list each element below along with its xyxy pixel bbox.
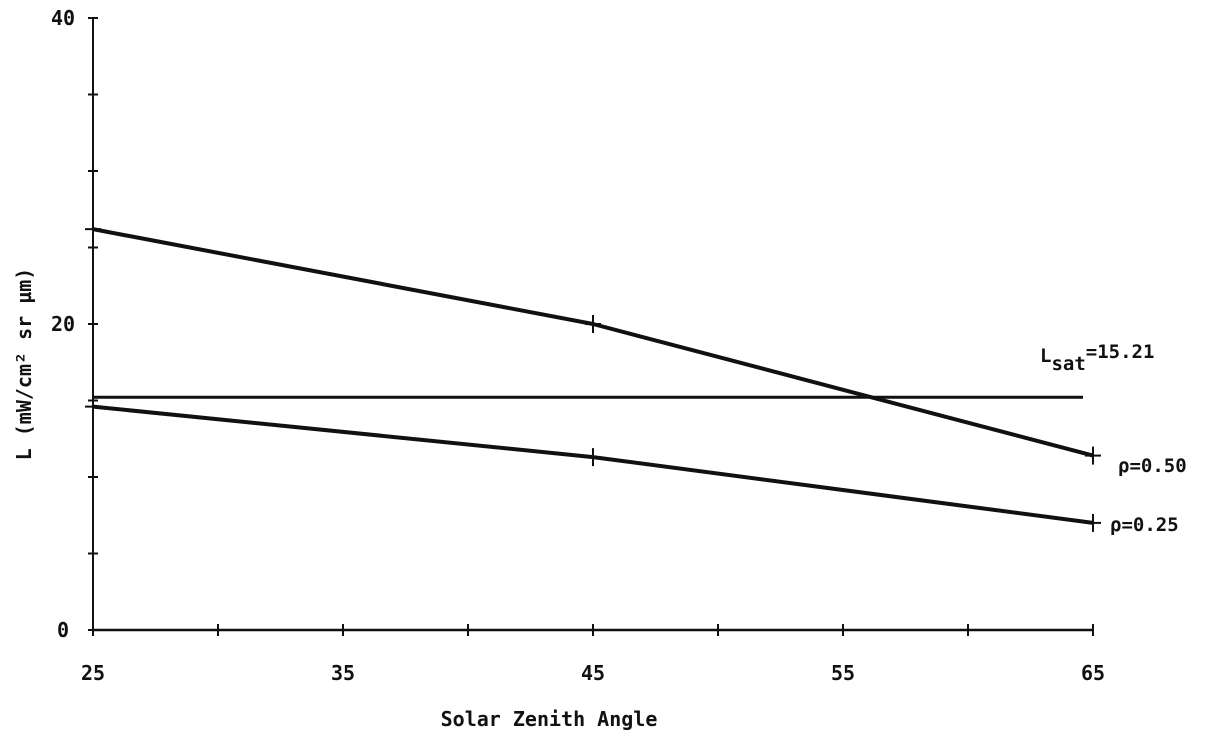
series-label-1: ρ=0.50 xyxy=(1118,455,1187,477)
series-lines xyxy=(85,220,1101,532)
y-axis-title: L (mW/cm² sr µm) xyxy=(12,268,36,461)
lsat-label: Lsat=15.21 xyxy=(1040,341,1154,375)
series-2-marker xyxy=(585,448,601,467)
x-tick-label-35: 35 xyxy=(331,661,355,685)
y-tick-label-20: 20 xyxy=(51,312,75,336)
x-tick-label-65: 65 xyxy=(1081,661,1105,685)
y-tick-label-0: 0 xyxy=(57,618,69,642)
x-tick-label-45: 45 xyxy=(581,661,605,685)
series-1-marker xyxy=(85,220,101,239)
x-axis-title: Solar Zenith Angle xyxy=(441,707,658,731)
y-tick-label-40: 40 xyxy=(51,6,75,30)
series-1-marker xyxy=(1085,446,1101,465)
series-label-2: ρ=0.25 xyxy=(1110,514,1179,536)
x-tick-label-25: 25 xyxy=(81,661,105,685)
series-2-marker xyxy=(85,397,101,416)
labels: 0 20 40 25 35 45 55 65 Solar Zenith Angle L (mW/c… xyxy=(12,6,1187,731)
series-2-marker xyxy=(1085,513,1101,532)
ticks xyxy=(88,17,1094,636)
series-1-marker xyxy=(585,315,601,333)
x-tick-label-55: 55 xyxy=(831,661,855,685)
